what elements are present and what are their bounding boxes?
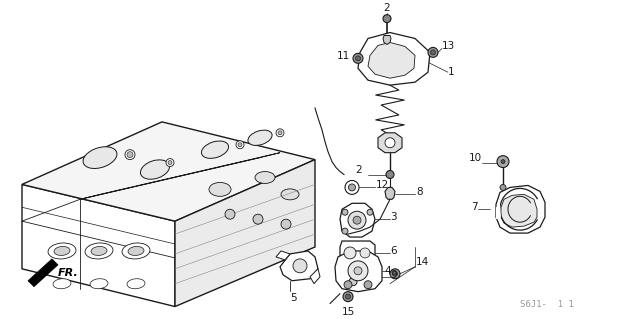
Circle shape xyxy=(431,50,435,55)
Ellipse shape xyxy=(248,130,272,145)
Polygon shape xyxy=(80,153,280,199)
Ellipse shape xyxy=(209,182,231,197)
Ellipse shape xyxy=(202,141,228,158)
Polygon shape xyxy=(280,251,318,281)
Circle shape xyxy=(281,219,291,229)
Circle shape xyxy=(390,269,400,279)
Circle shape xyxy=(428,48,438,57)
Circle shape xyxy=(349,278,357,286)
Text: 15: 15 xyxy=(341,307,355,316)
Ellipse shape xyxy=(83,147,117,168)
Polygon shape xyxy=(310,269,320,284)
Ellipse shape xyxy=(122,243,150,259)
Text: 3: 3 xyxy=(390,212,397,222)
Circle shape xyxy=(346,294,351,299)
Circle shape xyxy=(349,184,355,191)
Circle shape xyxy=(253,214,263,224)
Circle shape xyxy=(166,159,174,167)
Text: FR.: FR. xyxy=(58,268,79,278)
Circle shape xyxy=(344,281,352,289)
Text: 2: 2 xyxy=(355,165,362,174)
Circle shape xyxy=(367,209,373,215)
Ellipse shape xyxy=(90,279,108,289)
Circle shape xyxy=(278,131,282,135)
Circle shape xyxy=(386,171,394,178)
Ellipse shape xyxy=(53,279,71,289)
Ellipse shape xyxy=(85,243,113,259)
Circle shape xyxy=(238,143,242,147)
Polygon shape xyxy=(335,251,382,292)
Ellipse shape xyxy=(255,172,275,183)
Circle shape xyxy=(343,292,353,301)
Circle shape xyxy=(353,53,363,63)
Text: 5: 5 xyxy=(290,293,296,303)
Circle shape xyxy=(236,141,244,149)
Polygon shape xyxy=(340,241,375,265)
Circle shape xyxy=(354,267,362,275)
Text: 12: 12 xyxy=(376,181,389,190)
Polygon shape xyxy=(358,33,430,85)
Circle shape xyxy=(500,184,506,190)
Text: S6J1-  1 1: S6J1- 1 1 xyxy=(520,300,573,308)
Circle shape xyxy=(342,209,348,215)
Circle shape xyxy=(168,160,172,165)
Circle shape xyxy=(276,129,284,137)
Polygon shape xyxy=(501,194,537,227)
Text: 11: 11 xyxy=(337,51,350,61)
Ellipse shape xyxy=(127,279,145,289)
Circle shape xyxy=(342,228,348,234)
Text: 13: 13 xyxy=(442,41,455,51)
Circle shape xyxy=(345,181,359,194)
Polygon shape xyxy=(175,160,315,307)
Circle shape xyxy=(348,261,368,281)
Ellipse shape xyxy=(140,160,170,179)
Polygon shape xyxy=(22,184,175,307)
Polygon shape xyxy=(28,259,58,287)
Circle shape xyxy=(293,259,307,273)
Circle shape xyxy=(360,248,370,258)
Ellipse shape xyxy=(91,247,107,256)
Circle shape xyxy=(225,209,235,219)
Text: 14: 14 xyxy=(416,257,429,267)
Text: 7: 7 xyxy=(472,202,478,212)
Polygon shape xyxy=(378,133,402,153)
Circle shape xyxy=(364,281,372,289)
Circle shape xyxy=(127,152,133,158)
Text: 6: 6 xyxy=(390,246,397,256)
Polygon shape xyxy=(368,42,415,78)
Circle shape xyxy=(385,138,395,148)
Polygon shape xyxy=(22,122,315,221)
Text: 8: 8 xyxy=(416,187,422,197)
Polygon shape xyxy=(276,251,290,260)
Polygon shape xyxy=(383,35,391,44)
Circle shape xyxy=(392,271,397,276)
Polygon shape xyxy=(496,204,501,219)
Circle shape xyxy=(501,160,505,164)
Circle shape xyxy=(383,15,391,23)
Circle shape xyxy=(348,211,366,229)
Text: 1: 1 xyxy=(448,67,454,77)
Text: 2: 2 xyxy=(384,3,390,13)
Polygon shape xyxy=(496,185,545,233)
Ellipse shape xyxy=(54,247,70,256)
Polygon shape xyxy=(340,203,375,237)
Text: 4: 4 xyxy=(384,266,390,276)
Circle shape xyxy=(353,216,361,224)
Ellipse shape xyxy=(128,247,144,256)
Circle shape xyxy=(497,156,509,167)
Circle shape xyxy=(125,150,135,160)
Polygon shape xyxy=(385,187,395,199)
Ellipse shape xyxy=(48,243,76,259)
Text: 9: 9 xyxy=(390,270,397,280)
Circle shape xyxy=(355,56,360,61)
Ellipse shape xyxy=(281,189,299,200)
Circle shape xyxy=(344,247,356,259)
Text: 10: 10 xyxy=(469,152,482,163)
